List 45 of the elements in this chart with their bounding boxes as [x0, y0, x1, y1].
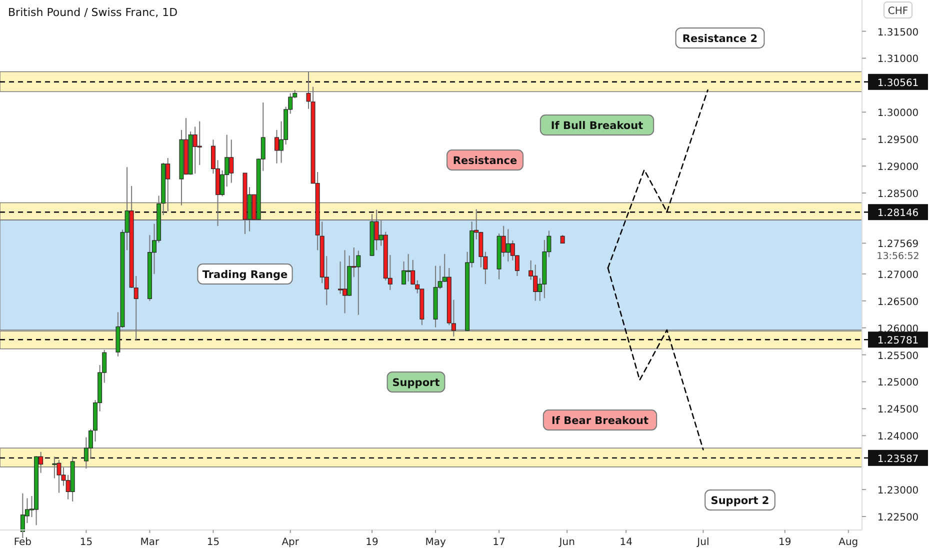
- y-tick-label: 1.25000: [877, 378, 919, 389]
- y-tick-label: 1.22500: [877, 512, 919, 524]
- x-tick-label: 19: [778, 537, 792, 548]
- x-tick-label: Aug: [838, 537, 858, 548]
- y-tick-label: 1.24500: [877, 404, 919, 416]
- y-tick-label: 1.25500: [877, 350, 919, 362]
- y-tick-label: 1.27000: [877, 270, 919, 281]
- x-tick-label: 15: [80, 537, 93, 548]
- ref-line-label: 1.28146: [877, 208, 919, 220]
- text: 13:56:52: [876, 251, 920, 262]
- annotation: If Bear Breakout: [552, 415, 648, 427]
- y-tick-label: 1.29000: [877, 162, 919, 174]
- y-tick-label: 1.30000: [877, 108, 919, 120]
- y-tick-label: 1.27569: [877, 239, 919, 250]
- annotation: Trading Range: [202, 269, 288, 281]
- candlestick: [306, 71, 311, 110]
- y-tick-label: 1.29500: [877, 135, 919, 146]
- ref-line-label: 1.30561: [877, 78, 919, 89]
- annotation: Resistance: [452, 155, 518, 167]
- annotation: Resistance 2: [682, 33, 758, 45]
- y-tick-label: 1.23000: [877, 486, 919, 497]
- y-tick-label: 1.28500: [877, 189, 919, 200]
- text: British Pound / Swiss Franc, 1D: [8, 6, 178, 19]
- x-tick-label: 14: [620, 537, 632, 548]
- candlestick: [402, 260, 406, 286]
- annotation: If Bull Breakout: [550, 120, 644, 132]
- y-axis-title: CHF: [888, 6, 908, 17]
- x-tick-label: Jun: [558, 537, 575, 548]
- annotation: Support: [392, 377, 440, 389]
- y-tick-label: 1.31000: [877, 54, 919, 66]
- x-tick-label: Apr: [282, 537, 300, 548]
- ref-line-label: 1.23587: [877, 454, 919, 465]
- x-tick-label: Feb: [14, 537, 32, 548]
- x-tick-label: Jul: [696, 537, 710, 548]
- y-tick-label: 1.31500: [877, 27, 919, 38]
- y-tick-label: 1.24000: [877, 432, 919, 443]
- x-tick-label: May: [425, 537, 446, 548]
- ref-line-label: 1.25781: [877, 336, 919, 347]
- candlestick: [197, 120, 202, 166]
- x-tick-label: 17: [492, 537, 506, 548]
- y-tick-label: 1.26500: [877, 296, 919, 308]
- x-tick-label: Mar: [140, 537, 160, 548]
- x-tick-label: 19: [366, 537, 378, 548]
- annotation: Support 2: [710, 495, 770, 507]
- x-tick-label: 15: [206, 537, 220, 548]
